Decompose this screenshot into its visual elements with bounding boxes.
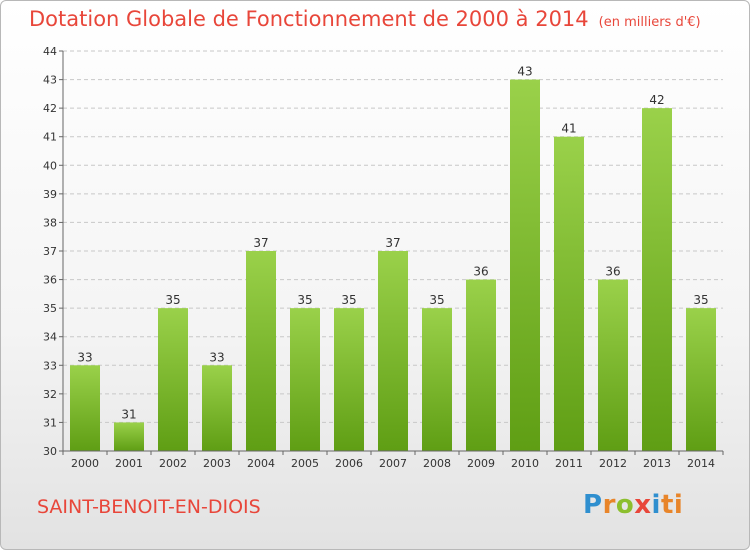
y-tick-label: 42 — [43, 102, 57, 115]
x-tick-label: 2006 — [335, 457, 363, 470]
logo-letter: P — [583, 490, 603, 520]
bar — [290, 308, 320, 451]
logo-letter: ti — [660, 490, 684, 520]
bar — [466, 279, 496, 451]
logo-letter: i — [651, 490, 661, 520]
y-tick-label: 30 — [43, 445, 57, 458]
bar — [70, 365, 100, 451]
x-tick-label: 2000 — [71, 457, 99, 470]
proxiti-logo: Proxiti — [583, 490, 683, 520]
bar — [158, 308, 188, 451]
logo-letter: r — [602, 490, 616, 520]
data-label: 35 — [165, 293, 180, 307]
y-tick-label: 33 — [43, 359, 57, 372]
x-tick-label: 2007 — [379, 457, 407, 470]
y-tick-label: 44 — [43, 45, 57, 58]
bar — [114, 422, 144, 451]
y-tick-label: 37 — [43, 245, 57, 258]
bar — [554, 136, 584, 451]
logo-letter: o — [615, 490, 635, 520]
chart-title-text: Dotation Globale de Fonctionnement de 20… — [29, 7, 589, 31]
data-label: 35 — [297, 293, 312, 307]
data-label: 31 — [121, 407, 136, 421]
bar — [246, 251, 276, 451]
bar — [422, 308, 452, 451]
bar — [202, 365, 232, 451]
data-label: 35 — [341, 293, 356, 307]
x-tick-label: 2008 — [423, 457, 451, 470]
y-tick-label: 39 — [43, 188, 57, 201]
x-tick-label: 2010 — [511, 457, 539, 470]
data-label: 37 — [253, 236, 268, 250]
data-label: 35 — [693, 293, 708, 307]
data-label: 41 — [561, 122, 576, 136]
y-tick-label: 35 — [43, 302, 57, 315]
x-tick-label: 2005 — [291, 457, 319, 470]
y-tick-label: 32 — [43, 388, 57, 401]
y-tick-label: 40 — [43, 159, 57, 172]
data-label: 33 — [77, 350, 92, 364]
x-tick-label: 2001 — [115, 457, 143, 470]
x-tick-label: 2009 — [467, 457, 495, 470]
data-label: 35 — [429, 293, 444, 307]
axes: 30 31 32 33 34 35 36 37 38 39 40 41 42 43 44 2000 2001 20… — [43, 45, 724, 470]
commune-name: SAINT-BENOIT-EN-DIOIS — [37, 496, 261, 518]
data-label: 36 — [605, 265, 620, 279]
y-tick-label: 31 — [43, 416, 57, 429]
data-label: 33 — [209, 350, 224, 364]
x-tick-label: 2002 — [159, 457, 187, 470]
bar — [378, 251, 408, 451]
x-tick-label: 2004 — [247, 457, 275, 470]
x-tick-label: 2003 — [203, 457, 231, 470]
bar — [334, 308, 364, 451]
x-tick-label: 2013 — [643, 457, 671, 470]
y-tick-label: 38 — [43, 216, 57, 229]
chart-title: Dotation Globale de Fonctionnement de 20… — [29, 7, 701, 31]
bars: 33 31 35 33 37 35 35 37 35 36 43 41 36 42 35 — [70, 65, 716, 452]
x-tick-label: 2011 — [555, 457, 583, 470]
data-label: 42 — [649, 93, 664, 107]
bar — [510, 79, 540, 452]
data-label: 36 — [473, 265, 488, 279]
bar — [686, 308, 716, 451]
x-tick-label: 2014 — [687, 457, 715, 470]
y-tick-label: 36 — [43, 274, 57, 287]
bar — [598, 279, 628, 451]
y-tick-label: 43 — [43, 74, 57, 87]
bar — [642, 108, 672, 452]
data-label: 37 — [385, 236, 400, 250]
data-label: 43 — [517, 65, 532, 79]
x-tick-label: 2012 — [599, 457, 627, 470]
chart-subtitle: (en milliers d'€) — [598, 15, 701, 30]
y-tick-label: 41 — [43, 131, 57, 144]
y-tick-label: 34 — [43, 331, 57, 344]
logo-letter: x — [634, 490, 652, 520]
